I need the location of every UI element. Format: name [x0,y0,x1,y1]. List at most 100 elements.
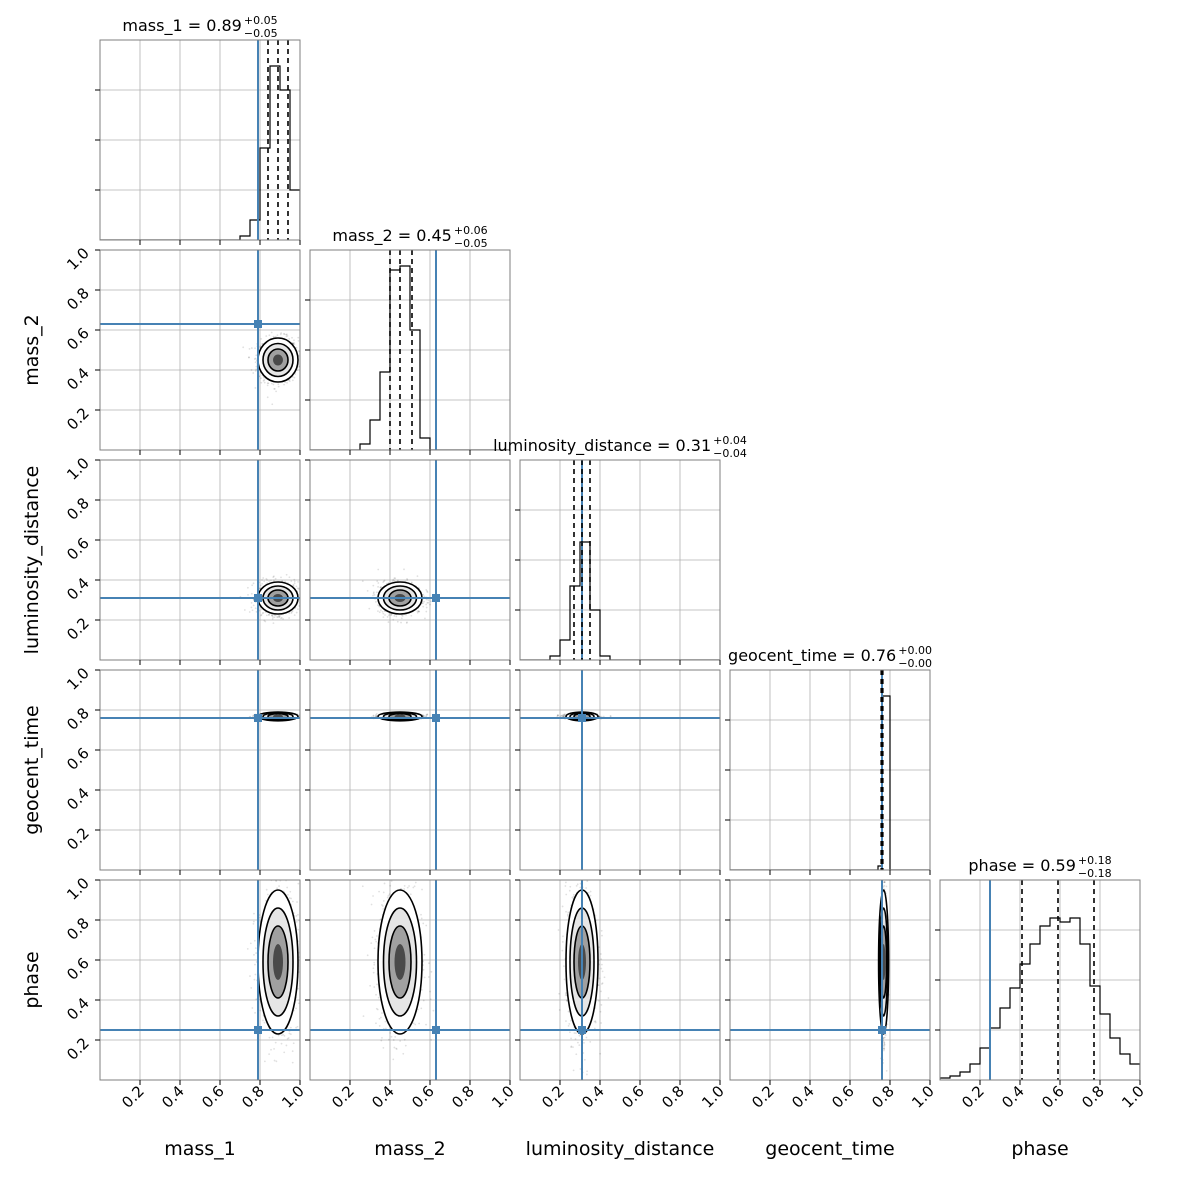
density-contour-3 [273,944,283,980]
y-tick-label: 1.0 [63,454,93,484]
grid [100,40,300,240]
panel-frame [309,459,511,661]
panel-mass_1-vs-mass_2: 0.2 0.4 0.6 0.8 1.0 mass_2 [21,244,301,455]
truth-marker [578,1026,586,1034]
title-minus: −0.05 [244,27,278,40]
y-tick-label: 1.0 [63,244,93,274]
panel-mass_1-vs-phase: 0.2 0.4 0.6 0.8 1.0 mass_1 0.2 0.4 0.6 0.8 1.0 phas… [21,874,308,1160]
panel-frame [99,879,301,1081]
title-plus: +0.06 [454,224,488,237]
x-tick-label: 0.8 [868,1082,898,1112]
x-tick-label: 0.8 [658,1082,688,1112]
x-tick-label: 1.0 [1118,1082,1148,1112]
y-axis-label-geocent_time: geocent_time [21,705,43,834]
panel-mass_1-vs-luminosity_distance: 0.2 0.4 0.6 0.8 1.0 luminosity_distance [21,454,301,665]
x-tick-label: 0.6 [408,1082,438,1112]
y-tick-label: 0.4 [63,784,93,814]
y-tick-label: 0.8 [63,494,93,524]
y-tick-label: 0.2 [63,614,93,644]
panel-frame [99,669,301,871]
panel-mass_2-vs-geocent_time [305,669,511,875]
panel-title-luminosity_distance: luminosity_distance = 0.31 +0.04−0.04 [493,434,747,460]
panel-geocent_time-hist [725,669,931,875]
y-tick-label: 0.2 [63,404,93,434]
truth-marker [254,594,262,602]
truth-marker [578,714,586,722]
panel-frame [99,459,301,661]
density-contour-3 [273,354,283,366]
y-axis-label-phase: phase [21,951,43,1008]
panel-mass_2-hist [305,249,511,455]
y-tick-label: 0.8 [63,284,93,314]
grid [520,460,720,660]
y-axis-label-luminosity_distance: luminosity_distance [21,466,43,655]
grid [520,670,720,870]
x-tick-label: 0.8 [448,1082,478,1112]
title-plus: +0.05 [244,14,278,27]
panel-title-geocent_time: geocent_time = 0.76 +0.00−0.00 [728,644,932,670]
grid [940,880,1140,1080]
x-axis-label-geocent_time: geocent_time [765,1138,894,1160]
title-label: luminosity_distance = 0.31 [493,436,711,456]
title-label: geocent_time = 0.76 [728,646,896,666]
x-tick-label: 0.2 [118,1082,148,1112]
y-tick-label: 0.4 [63,574,93,604]
y-tick-label: 0.8 [63,704,93,734]
title-minus: −0.04 [713,447,747,460]
truth-marker [254,714,262,722]
y-tick-label: 0.4 [63,364,93,394]
title-minus: −0.00 [898,657,932,670]
title-label: phase = 0.59 [968,856,1075,875]
x-axis-label-phase: phase [1011,1138,1068,1160]
y-tick-label: 0.6 [63,744,93,774]
y-tick-label: 0.8 [63,914,93,944]
y-tick-label: 1.0 [63,874,93,904]
x-tick-label: 0.2 [748,1082,778,1112]
x-tick-label: 1.0 [908,1082,938,1112]
grid [730,670,930,870]
x-tick-label: 0.6 [828,1082,858,1112]
y-tick-label: 0.6 [63,324,93,354]
x-axis-label-mass_2: mass_2 [374,1138,446,1160]
x-axis-label-luminosity_distance: luminosity_distance [526,1138,715,1160]
x-tick-label: 0.4 [158,1082,188,1112]
grid [100,880,300,1080]
panel-luminosity_distance-vs-geocent_time [515,669,721,875]
grid [520,880,720,1080]
panel-luminosity_distance-hist [515,459,721,665]
panel-mass_2-vs-luminosity_distance [305,459,511,665]
panel-geocent_time-vs-phase: 0.2 0.4 0.6 0.8 1.0 geocent_time [725,879,938,1160]
x-tick-label: 1.0 [488,1082,518,1112]
grid [100,670,300,870]
panel-phase-hist: 0.2 0.4 0.6 0.8 1.0 phase [935,879,1148,1160]
title-label: mass_1 = 0.89 [122,16,241,36]
histogram-phase [940,917,1140,1080]
panel-frame [99,249,301,451]
grid [730,880,930,1080]
truth-marker [432,1026,440,1034]
panel-frame [309,879,511,1081]
x-tick-label: 0.4 [578,1082,608,1112]
panel-title-phase: phase = 0.59 +0.18−0.18 [968,854,1111,880]
grid [310,670,510,870]
title-minus: −0.18 [1078,867,1112,880]
y-tick-label: 0.2 [63,824,93,854]
title-minus: −0.05 [454,237,488,250]
truth-marker [254,320,262,328]
histogram-mass_1 [100,65,300,240]
x-axis-label-mass_1: mass_1 [164,1138,236,1160]
y-tick-label: 1.0 [63,664,93,694]
x-tick-label: 0.2 [958,1082,988,1112]
y-axis-label-mass_2: mass_2 [21,314,43,386]
x-tick-label: 1.0 [278,1082,308,1112]
x-tick-label: 0.4 [788,1082,818,1112]
y-tick-label: 0.6 [63,534,93,564]
x-tick-label: 0.2 [538,1082,568,1112]
title-plus: +0.18 [1078,854,1112,867]
x-tick-label: 0.8 [1078,1082,1108,1112]
panel-mass_1-hist [95,39,301,245]
grid [100,460,300,660]
x-tick-label: 0.6 [198,1082,228,1112]
x-tick-label: 0.8 [238,1082,268,1112]
